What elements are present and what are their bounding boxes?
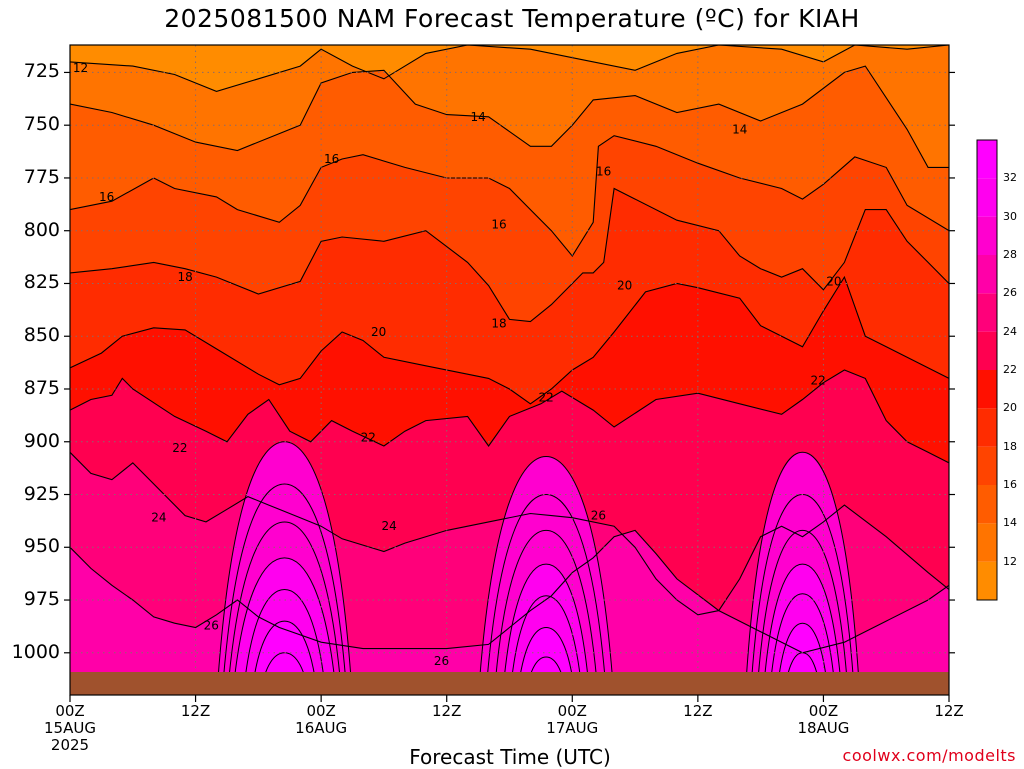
isotherm-lines	[70, 45, 949, 654]
x-tick-label: 00Z 18AUG	[783, 703, 863, 737]
x-tick-label-line: 17AUG	[546, 719, 599, 737]
x-tick-label: 00Z 17AUG	[532, 703, 612, 737]
x-tick-label-line: 15AUG	[44, 719, 96, 737]
contour-label-7: 18	[177, 270, 192, 284]
x-tick-label: 12Z	[658, 703, 738, 720]
colorbar-tick-label: 32	[1003, 171, 1017, 185]
isotherm-18	[70, 187, 949, 323]
contour-label-8: 18	[491, 317, 506, 331]
contour-label-12: 22	[172, 441, 187, 455]
isotherm-24	[70, 451, 949, 616]
contour-label-5: 16	[491, 217, 506, 231]
contour-label-17: 24	[382, 519, 397, 533]
y-tick-label: 725	[23, 60, 60, 83]
contour-label-18: 26	[204, 618, 219, 632]
contour-labels: 12 14 14 16 16 16 16 18 18 20 20 20 22 22 22 22 24 24 26 26…	[73, 61, 842, 668]
contour-label-14: 22	[538, 390, 553, 404]
colorbar-segment-7	[977, 293, 997, 332]
y-tick-label: 900	[23, 429, 60, 452]
x-tick-label: 12Z	[407, 703, 487, 720]
contour-label-6: 16	[596, 165, 611, 179]
y-tick-label: 850	[23, 324, 60, 347]
colorbar-segment-9	[977, 216, 997, 255]
x-tick-label: 12Z	[156, 703, 236, 720]
colorbar-tick-label: 16	[1003, 478, 1017, 491]
colorbar-segment-11	[977, 140, 997, 179]
colorbar-segment-4	[977, 408, 997, 447]
x-tick-label-line: 2025	[50, 736, 90, 754]
x-tick-label-line: 18AUG	[797, 719, 850, 737]
colorbar-tick-label: 18	[1003, 439, 1017, 453]
colorbar-tick-label: 28	[1003, 248, 1017, 261]
contour-label-20: 26	[591, 509, 606, 523]
x-tick-label: 00Z 15AUG 2025	[30, 703, 110, 754]
colorbar-tick-label: 26	[1003, 286, 1017, 300]
y-tick-label: 750	[23, 113, 60, 136]
y-tick-label: 975	[23, 588, 60, 611]
contour-label-15: 22	[811, 374, 826, 388]
colorbar-tick-label: 30	[1003, 209, 1017, 223]
plot-area	[70, 45, 949, 695]
colorbar-segment-8	[977, 255, 997, 294]
axis-ticks	[64, 71, 955, 702]
contour-label-10: 20	[617, 279, 632, 293]
isotherm-22	[70, 369, 949, 464]
credit-link[interactable]: coolwx.com/modelts	[842, 746, 1016, 765]
y-tick-label: 800	[23, 218, 60, 241]
x-tick-label-line: 12Z	[432, 702, 462, 720]
contour-label-13: 22	[361, 431, 376, 445]
x-tick-label-line: 16AUG	[295, 719, 348, 737]
contour-label-1: 14	[470, 110, 485, 124]
chart-title: 2025081500 NAM Forecast Temperature (ºC)…	[164, 4, 860, 33]
contour-label-9: 20	[371, 325, 386, 339]
grid-lines	[70, 45, 949, 695]
contour-label-19: 26	[434, 654, 449, 668]
contour-label-16: 24	[151, 511, 166, 525]
surface-terrain	[70, 672, 949, 695]
x-tick-label-line: 12Z	[683, 702, 713, 720]
colorbar-frame	[976, 139, 998, 601]
x-tick-label-line: 00Z	[55, 702, 85, 720]
colorbar	[976, 139, 998, 601]
plot-frame	[69, 44, 950, 696]
colorbar-tick-label: 22	[1003, 363, 1017, 376]
colorbar-segment-5	[977, 370, 997, 409]
isotherm-20	[70, 275, 949, 405]
isotherm-12	[70, 45, 949, 92]
x-tick-label-line: 00Z	[306, 702, 336, 720]
colorbar-tick-label: 12	[1003, 554, 1017, 568]
x-tick-label-line: 12Z	[180, 702, 211, 720]
colorbar-tick-label: 14	[1003, 516, 1017, 530]
x-tick-label: 12Z	[909, 703, 989, 720]
contour-label-0: 12	[73, 61, 88, 75]
isotherm-26	[70, 529, 949, 654]
contour-label-3: 16	[99, 190, 114, 204]
contour-label-2: 14	[732, 122, 747, 136]
colorbar-segment-6	[977, 331, 997, 370]
contour-label-11: 20	[826, 274, 841, 288]
colorbar-tick-label: 24	[1003, 324, 1017, 338]
x-tick-label: 00Z 16AUG	[281, 703, 361, 737]
colorbar-segment-2	[977, 485, 997, 524]
isotherm-16	[70, 135, 949, 257]
y-tick-label: 950	[23, 535, 60, 558]
x-tick-label-line: 00Z	[557, 702, 587, 720]
colorbar-tick-label: 20	[1003, 401, 1017, 415]
y-tick-label: 925	[23, 482, 60, 505]
y-tick-label: 1000	[11, 640, 60, 663]
x-tick-label-line: 00Z	[808, 702, 839, 720]
contour-label-4: 16	[324, 152, 339, 166]
y-tick-label: 775	[23, 165, 60, 188]
x-tick-label-line: 12Z	[934, 702, 964, 720]
isotherm-14	[70, 65, 949, 168]
x-axis-title: Forecast Time (UTC)	[409, 745, 611, 769]
colorbar-segment-3	[977, 446, 997, 485]
colorbar-segment-10	[977, 178, 997, 217]
colorbar-segment-1	[977, 523, 997, 562]
y-tick-label: 875	[23, 376, 60, 399]
y-tick-label: 825	[23, 271, 60, 294]
colorbar-segment-0	[977, 561, 997, 600]
